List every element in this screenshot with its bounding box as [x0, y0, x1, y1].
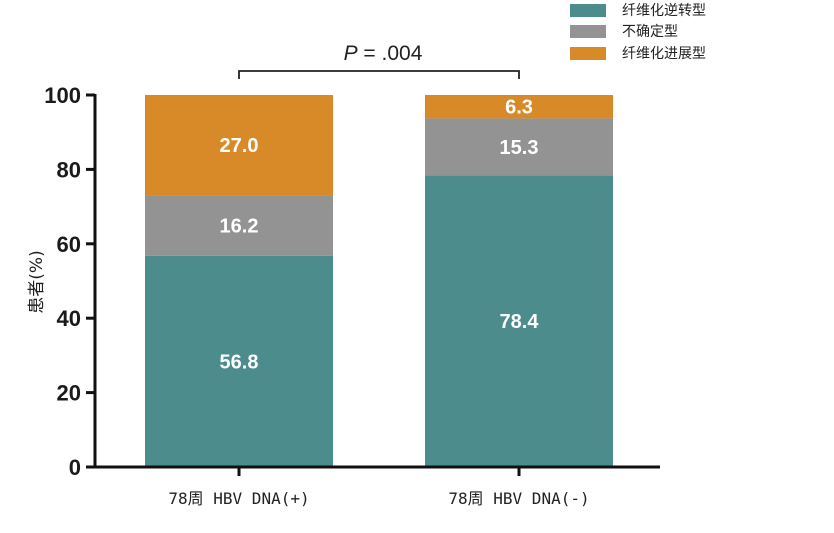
data-label: 16.2 [220, 216, 259, 238]
significance-bracket [238, 70, 520, 79]
y-tick-label: 20 [57, 381, 81, 406]
legend-swatch [570, 4, 606, 17]
bar-segment [145, 95, 333, 196]
y-axis-label: 患者(%) [27, 250, 47, 313]
bar-segment [425, 175, 613, 468]
data-label: 27.0 [220, 135, 259, 157]
legend-swatch [570, 47, 606, 60]
legend-label: 不确定型 [622, 24, 678, 40]
x-tick-label: 78周 HBV DNA(+) [168, 489, 309, 508]
bar-segment [145, 195, 333, 256]
axes-layer: 0 20 40 60 80 100 78周 HBV DNA(+) 78周 HBV DNA(-) [44, 83, 660, 508]
p-value-label: P = .004 [344, 42, 423, 65]
y-tick-label: 100 [44, 83, 81, 108]
y-tick-label: 60 [57, 232, 81, 257]
bar-segment [145, 255, 333, 467]
data-label: 56.8 [220, 351, 259, 373]
data-label: 15.3 [500, 137, 539, 159]
legend-label: 纤维化进展型 [622, 46, 706, 62]
data-label: 6.3 [505, 97, 533, 119]
x-tick-label: 78周 HBV DNA(-) [448, 489, 589, 508]
p-value-italic: P [344, 42, 358, 65]
bar-segment [425, 118, 613, 176]
significance-annotation: P = .004 [238, 42, 520, 79]
y-tick-label: 0 [69, 455, 81, 480]
y-tick-label: 80 [57, 157, 81, 182]
data-label: 78.4 [500, 311, 540, 333]
p-value-rest: = .004 [358, 42, 423, 65]
legend-swatch [570, 25, 606, 38]
bars-layer: 56.8 16.2 27.0 78.4 15.3 6.3 [145, 95, 613, 468]
y-tick-label: 40 [57, 306, 81, 331]
bar-segment [425, 95, 613, 119]
legend-label: 纤维化逆转型 [622, 3, 706, 19]
